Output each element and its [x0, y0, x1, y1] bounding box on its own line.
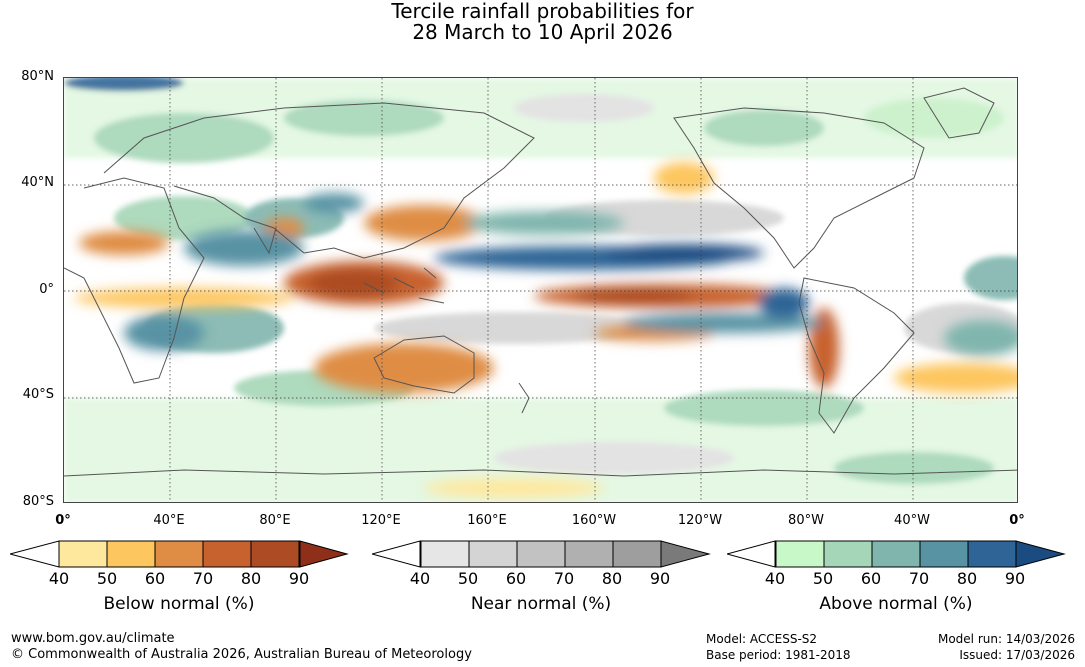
- tick-label: 80: [956, 569, 978, 588]
- tick-label: 60: [144, 569, 166, 588]
- colorbar-below-swatch: [202, 540, 252, 568]
- colorbar-below-boxes: [58, 540, 300, 568]
- colorbar-above-swatch: [823, 540, 873, 568]
- colorbar-below-normal: [10, 540, 349, 568]
- colorbar-above-max-arrow: [1015, 540, 1066, 568]
- lon-label-80e: 80°E: [259, 513, 291, 528]
- lon-label-160w: 160°W: [571, 513, 617, 528]
- tick-label: 90: [1004, 569, 1026, 588]
- lat-label-80s: 80°S: [22, 494, 54, 509]
- colorbar-above-swatch: [919, 540, 969, 568]
- lon-label-40e: 40°E: [153, 513, 185, 528]
- colorbar-near-boxes: [420, 540, 662, 568]
- tick-label: 60: [505, 569, 527, 588]
- footer-base-period: Base period: 1981-2018: [706, 648, 851, 662]
- map-title-line1: Tercile rainfall probabilities for: [391, 0, 694, 23]
- graticule: [64, 78, 1017, 502]
- lat-label-equator: 0°: [39, 282, 54, 297]
- tick-label: 80: [601, 569, 623, 588]
- tick-label: 50: [96, 569, 118, 588]
- lat-label-80n: 80°N: [21, 69, 54, 84]
- colorbar-near-min-arrow: [372, 540, 421, 568]
- colorbar-near-swatch: [516, 540, 566, 568]
- colorbar-below-min-arrow: [10, 540, 60, 568]
- tick-label: 70: [908, 569, 930, 588]
- lat-label-40n: 40°N: [21, 175, 54, 190]
- colorbar-above-swatch: [775, 540, 825, 568]
- tick-label: 40: [764, 569, 786, 588]
- lon-label-0-right: 0°: [1009, 513, 1025, 528]
- lon-label-0: 0°: [55, 513, 71, 528]
- colorbar-above-swatch: [871, 540, 921, 568]
- lon-label-160e: 160°E: [467, 513, 507, 528]
- colorbar-below-swatch: [106, 540, 156, 568]
- map-title-line2: 28 March to 10 April 2026: [412, 20, 673, 44]
- colorbar-below-swatch: [250, 540, 300, 568]
- tick-label: 80: [240, 569, 262, 588]
- footer-url[interactable]: www.bom.gov.au/climate: [11, 631, 175, 646]
- tick-label: 90: [288, 569, 310, 588]
- colorbar-above-normal: [727, 540, 1066, 568]
- lon-label-40w: 40°W: [894, 513, 930, 528]
- tick-label: 90: [649, 569, 671, 588]
- anomaly-features: [74, 162, 1017, 498]
- colorbar-above-title: Above normal (%): [819, 594, 973, 614]
- colorbar-near-title: Near normal (%): [470, 594, 612, 614]
- colorbar-near-max-arrow: [660, 540, 711, 568]
- probability-field: [64, 78, 1017, 502]
- lon-label-120e: 120°E: [361, 513, 401, 528]
- tick-label: 70: [192, 569, 214, 588]
- colorbar-above-boxes: [775, 540, 1017, 568]
- footer-issued: Issued: 17/03/2026: [959, 648, 1075, 662]
- colorbar-below-swatch: [58, 540, 108, 568]
- colorbar-below-swatch: [154, 540, 204, 568]
- coastlines: [64, 87, 1017, 477]
- footer-model: Model: ACCESS-S2: [706, 632, 818, 646]
- colorbar-near-swatch: [612, 540, 662, 568]
- lat-label-40s: 40°S: [22, 387, 54, 402]
- tick-label: 70: [553, 569, 575, 588]
- lon-label-120w: 120°W: [677, 513, 723, 528]
- tick-label: 60: [860, 569, 882, 588]
- tick-label: 40: [48, 569, 70, 588]
- colorbar-above-min-arrow: [727, 540, 776, 568]
- tick-label: 50: [457, 569, 479, 588]
- tick-label: 50: [812, 569, 834, 588]
- colorbar-above-swatch: [967, 540, 1017, 568]
- colorbar-near-swatch: [420, 540, 470, 568]
- footer-model-run: Model run: 14/03/2026: [937, 632, 1075, 646]
- map-svg: [64, 78, 1017, 502]
- colorbar-near-normal: [372, 540, 711, 568]
- rainfall-probability-map: [63, 77, 1018, 503]
- colorbar-near-swatch: [468, 540, 518, 568]
- colorbar-below-title: Below normal (%): [103, 594, 255, 614]
- colorbar-below-max-arrow: [299, 540, 349, 568]
- footer-copyright: © Commonwealth of Australia 2026, Austra…: [11, 647, 472, 662]
- lon-label-80w: 80°W: [788, 513, 824, 528]
- colorbar-near-swatch: [564, 540, 614, 568]
- tick-label: 40: [409, 569, 431, 588]
